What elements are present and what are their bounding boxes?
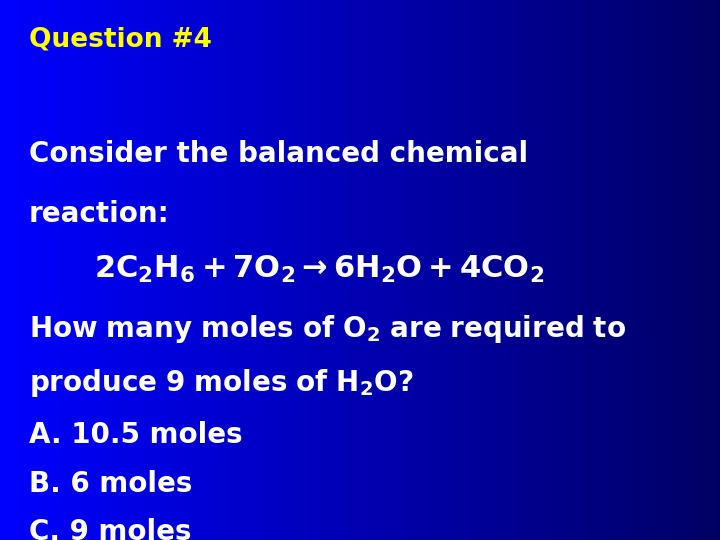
Text: Consider the balanced chemical: Consider the balanced chemical — [29, 140, 528, 168]
Text: B. 6 moles: B. 6 moles — [29, 470, 192, 498]
Text: Question #4: Question #4 — [29, 27, 212, 53]
Text: $\mathbf{2C_2H_6 + 7O_2 \rightarrow 6H_2O + 4CO_2}$: $\mathbf{2C_2H_6 + 7O_2 \rightarrow 6H_2… — [94, 254, 544, 285]
Text: A. 10.5 moles: A. 10.5 moles — [29, 421, 243, 449]
Text: reaction:: reaction: — [29, 200, 169, 228]
Text: $\mathbf{produce\ 9\ moles\ of\ H_2O?}$: $\mathbf{produce\ 9\ moles\ of\ H_2O?}$ — [29, 367, 413, 399]
Text: $\mathbf{How\ many\ moles\ of\ O_2\ are\ required\ to}$: $\mathbf{How\ many\ moles\ of\ O_2\ are\… — [29, 313, 626, 345]
Text: C. 9 moles: C. 9 moles — [29, 518, 192, 540]
